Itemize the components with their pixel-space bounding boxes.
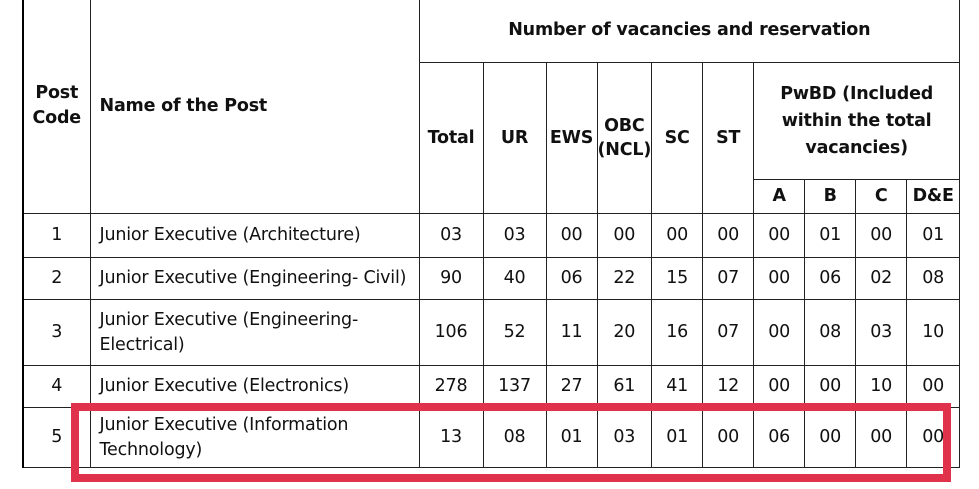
obc-cell: 03	[596, 407, 653, 468]
st-cell: 12	[702, 365, 755, 408]
total-cell: 03	[418, 213, 484, 258]
pwbd-c-cell: 03	[855, 299, 908, 366]
header-name-of-post: Name of the Post	[89, 0, 420, 214]
pwbd-c-cell: 02	[855, 257, 908, 300]
post-name: Junior Executive (Electronics)	[89, 365, 420, 408]
pwbd-b-cell: 06	[804, 257, 857, 300]
table-row: 2 Junior Executive (Engineering- Civil) …	[22, 257, 961, 300]
header-st: ST	[702, 62, 755, 214]
pwbd-b-cell: 00	[804, 365, 857, 408]
pwbd-a-cell: 00	[753, 213, 806, 258]
table-row: 5 Junior Executive (Information Technolo…	[22, 407, 961, 468]
sc-cell: 15	[651, 257, 704, 300]
post-code: 5	[22, 407, 91, 468]
pwbd-c-cell: 00	[855, 407, 908, 468]
pwbd-b-cell: 00	[804, 407, 857, 468]
st-cell: 07	[702, 257, 755, 300]
ur-cell: 52	[482, 299, 547, 366]
pwbd-de-cell: 10	[906, 299, 961, 366]
ur-cell: 08	[482, 407, 547, 468]
pwbd-de-cell: 00	[906, 407, 961, 468]
obc-cell: 22	[596, 257, 653, 300]
obc-cell: 61	[596, 365, 653, 408]
header-pwbd-a: A	[753, 179, 806, 214]
pwbd-b-cell: 08	[804, 299, 857, 366]
total-cell: 90	[418, 257, 484, 300]
post-name: Junior Executive (Architecture)	[89, 213, 420, 258]
ur-cell: 03	[482, 213, 547, 258]
pwbd-de-cell: 01	[906, 213, 961, 258]
ews-cell: 11	[545, 299, 598, 366]
st-cell: 07	[702, 299, 755, 366]
sc-cell: 00	[651, 213, 704, 258]
post-code: 4	[22, 365, 91, 408]
obc-cell: 20	[596, 299, 653, 366]
sc-cell: 16	[651, 299, 704, 366]
total-cell: 13	[418, 407, 484, 468]
vacancy-table: Post Code Name of the Post Number of vac…	[22, 0, 961, 468]
header-total: Total	[418, 62, 484, 214]
pwbd-de-cell: 08	[906, 257, 961, 300]
post-code: 1	[22, 213, 91, 258]
ews-cell: 27	[545, 365, 598, 408]
pwbd-a-cell: 00	[753, 299, 806, 366]
header-ews: EWS	[545, 62, 598, 214]
ews-cell: 01	[545, 407, 598, 468]
sc-cell: 01	[651, 407, 704, 468]
pwbd-a-cell: 00	[753, 365, 806, 408]
sc-cell: 41	[651, 365, 704, 408]
pwbd-a-cell: 00	[753, 257, 806, 300]
obc-cell: 00	[596, 213, 653, 258]
header-ur: UR	[482, 62, 547, 214]
st-cell: 00	[702, 213, 755, 258]
total-cell: 278	[418, 365, 484, 408]
header-obc: OBC (NCL)	[596, 62, 653, 214]
pwbd-de-cell: 00	[906, 365, 961, 408]
st-cell: 00	[702, 407, 755, 468]
header-pwbd-b: B	[804, 179, 857, 214]
post-code: 3	[22, 299, 91, 366]
header-sc: SC	[651, 62, 704, 214]
header-pwbd-de: D&E	[906, 179, 961, 214]
pwbd-c-cell: 00	[855, 213, 908, 258]
pwbd-c-cell: 10	[855, 365, 908, 408]
ews-cell: 06	[545, 257, 598, 300]
pwbd-b-cell: 01	[804, 213, 857, 258]
post-name: Junior Executive (Engineering- Electrica…	[89, 299, 420, 366]
ur-cell: 137	[482, 365, 547, 408]
ur-cell: 40	[482, 257, 547, 300]
total-cell: 106	[418, 299, 484, 366]
header-pwbd: PwBD (Included within the total vacancie…	[753, 62, 961, 180]
ews-cell: 00	[545, 213, 598, 258]
header-pwbd-c: C	[855, 179, 908, 214]
post-code: 2	[22, 257, 91, 300]
post-name: Junior Executive (Information Technology…	[89, 407, 420, 468]
table-row: 4 Junior Executive (Electronics) 278 137…	[22, 365, 961, 408]
post-name: Junior Executive (Engineering- Civil)	[89, 257, 420, 300]
table-row: 3 Junior Executive (Engineering- Electri…	[22, 299, 961, 366]
table-row: 1 Junior Executive (Architecture) 03 03 …	[22, 213, 961, 258]
pwbd-a-cell: 06	[753, 407, 806, 468]
header-post-code: Post Code	[22, 0, 91, 214]
header-vacancies-group: Number of vacancies and reservation	[418, 0, 961, 63]
